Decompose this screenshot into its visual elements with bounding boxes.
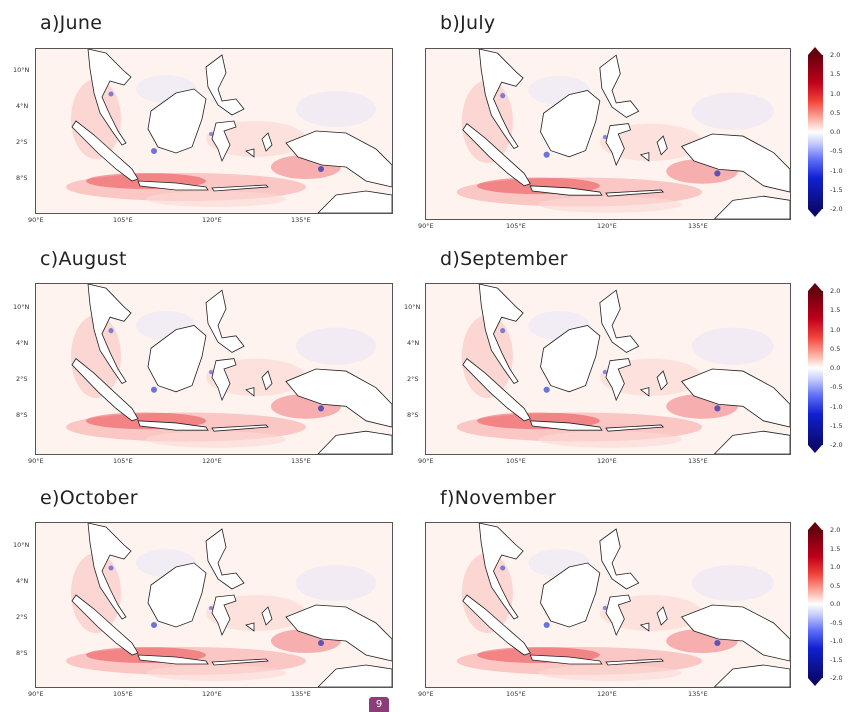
lat-label: 8°S [16,174,28,182]
map-july-canvas [426,49,790,219]
lat-label: 4°N [16,577,29,585]
lon-label: 120°E [597,222,617,230]
colorbar-tick-label: 1.5 [830,306,841,315]
lat-label: 8°S [407,411,419,419]
map-november [425,522,791,688]
lon-label: 120°E [202,457,222,465]
lon-label: 105°E [506,222,526,230]
colorbar-tick-label: 0.0 [830,600,841,608]
page-badge: 9 [369,697,389,712]
colorbar-tick-label: 0.5 [830,108,841,117]
colorbar-tick-label: 0.5 [830,344,841,353]
colorbar-tick-label: -1.5 [830,655,843,664]
colorbar-tick-label: -0.5 [830,618,843,627]
lon-label: 120°E [597,457,617,465]
lon-label: 90°E [28,457,44,465]
lon-label: 135°E [291,690,311,698]
lat-label: 4°N [407,339,420,347]
lon-label: 105°E [506,457,526,465]
colorbar-tick-label: 0.0 [830,128,841,136]
colorbar-tick-label: -1.5 [830,185,843,194]
colorbar-bottom [808,522,823,686]
colorbar-tick-label: -2.0 [830,205,843,213]
colorbar-tick-label: -1.5 [830,421,843,430]
colorbar-tick-label: 2.0 [830,526,841,534]
lat-label: 8°S [16,411,28,419]
lon-label: 90°E [418,222,434,230]
lat-label: 10°N [13,303,30,311]
colorbar-tick-label: 2.0 [830,51,841,59]
lat-label: 2°S [16,613,28,621]
lon-label: 135°E [291,216,311,224]
panel-title-july: b)July [440,12,496,34]
colorbar-tick-label: 1.0 [830,89,841,98]
lon-label: 135°E [688,457,708,465]
lon-label: 120°E [202,690,222,698]
lon-label: 105°E [113,457,133,465]
lon-label: 120°E [597,690,617,698]
map-august-canvas [36,284,392,454]
panel-title-june: a)June [40,12,103,34]
panel-title-august: c)August [40,248,127,270]
map-august [35,283,393,455]
lat-label: 4°N [16,339,29,347]
colorbar-tick-label: -1.0 [830,637,843,645]
lat-label: 10°N [13,66,30,74]
lat-label: 8°S [16,649,28,657]
lat-label: 4°N [16,102,29,110]
lon-label: 105°E [506,690,526,698]
colorbar-tick-label: -0.5 [830,147,843,156]
lon-label: 90°E [28,690,44,698]
panel-title-november: f)November [440,487,556,509]
lon-label: 135°E [291,457,311,465]
map-june-canvas [36,49,392,213]
colorbar-tick-label: -1.0 [830,166,843,175]
colorbar-tick-label: 2.0 [830,287,841,295]
lat-label: 2°S [16,375,28,383]
map-july [425,48,791,220]
lat-label: 10°N [13,541,30,549]
map-september-canvas [426,284,790,454]
colorbar-tick-label: -2.0 [830,674,843,682]
lon-label: 90°E [418,457,434,465]
lat-label: 10°N [404,303,421,311]
colorbar-tick-label: 1.5 [830,70,841,79]
colorbar-tick-label: -0.5 [830,383,843,392]
colorbar-tick-label: 0.5 [830,581,841,590]
map-october-canvas [36,523,392,687]
lon-label: 105°E [113,690,133,698]
colorbar-tick-label: 1.0 [830,325,841,334]
colorbar-top [808,47,823,217]
lon-label: 105°E [113,216,133,224]
colorbar-middle [808,283,823,453]
lat-label: 2°S [407,375,419,383]
map-october [35,522,393,688]
colorbar-tick-label: 1.5 [830,544,841,553]
lon-label: 135°E [688,690,708,698]
map-june [35,48,393,214]
colorbar-tick-label: 1.0 [830,563,841,571]
map-november-canvas [426,523,790,687]
lon-label: 90°E [28,216,44,224]
colorbar-tick-label: -2.0 [830,441,843,449]
map-september [425,283,791,455]
colorbar-tick-label: -1.0 [830,402,843,411]
lon-label: 90°E [418,690,434,698]
colorbar-tick-label: 0.0 [830,364,841,372]
lat-label: 2°S [16,138,28,146]
panel-title-october: e)October [40,487,138,509]
lon-label: 120°E [202,216,222,224]
panel-title-september: d)September [440,248,568,270]
lon-label: 135°E [688,222,708,230]
